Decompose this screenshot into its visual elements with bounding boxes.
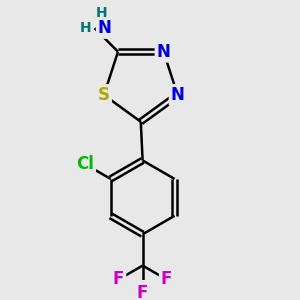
Text: F: F: [137, 284, 148, 300]
Text: N: N: [171, 86, 184, 104]
Text: N: N: [157, 43, 170, 61]
Text: H: H: [80, 21, 92, 35]
Text: F: F: [113, 270, 124, 288]
Text: S: S: [98, 86, 110, 104]
Text: Cl: Cl: [76, 155, 94, 173]
Text: N: N: [98, 19, 111, 37]
Text: H: H: [95, 6, 107, 20]
Text: F: F: [161, 270, 172, 288]
